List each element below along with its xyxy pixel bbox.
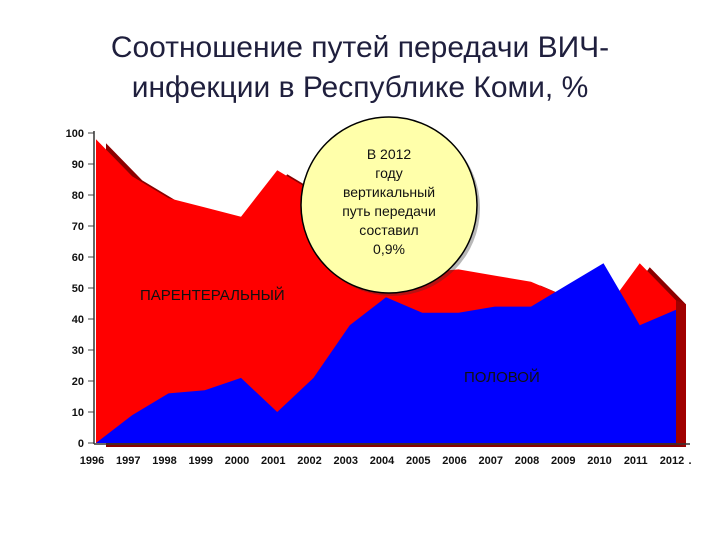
x-tick-label: 2011 bbox=[624, 455, 648, 467]
x-tick-label: 1996 bbox=[80, 455, 104, 467]
y-axis-ticks: 0 10 20 30 40 50 60 70 80 90 100 bbox=[66, 128, 94, 450]
x-tick-label: 2008 bbox=[515, 455, 539, 467]
y-tick-label: 10 bbox=[72, 407, 84, 419]
callout-line: путь передачи bbox=[342, 203, 436, 219]
x-tick-label: 2010 bbox=[587, 455, 611, 467]
chart-title-line2: инфекции в Республике Коми, % bbox=[131, 71, 589, 104]
y-tick-label: 20 bbox=[72, 376, 84, 388]
callout-line: 0,9% bbox=[373, 241, 405, 257]
y-tick-label: 70 bbox=[72, 221, 84, 233]
callout-circle bbox=[300, 116, 478, 294]
callout-line: вертикальный bbox=[343, 184, 435, 200]
series-label-sexual: ПОЛОВОЙ bbox=[464, 368, 540, 386]
series-label-parenteral: ПАРЕНТЕРАЛЬНЫЙ bbox=[140, 286, 285, 304]
axes bbox=[93, 131, 690, 445]
area-parenteral-side bbox=[676, 300, 686, 447]
x-tick-label: 2000 bbox=[225, 455, 249, 467]
x-tick-label: 2003 bbox=[334, 455, 358, 467]
x-tick-label: 2004 bbox=[370, 455, 395, 467]
y-tick-label: 30 bbox=[72, 345, 84, 357]
x-tick-label: 2009 bbox=[551, 455, 575, 467]
x-tick-label: 2006 bbox=[442, 455, 466, 467]
y-tick-label: 40 bbox=[72, 314, 84, 326]
y-tick-label: 0 bbox=[78, 438, 84, 450]
x-tick-label: 2001 bbox=[261, 455, 285, 467]
callout-line: году bbox=[375, 165, 402, 181]
chart-title: Соотношение путей передачи ВИЧ- инфекции… bbox=[40, 28, 680, 108]
x-tick-label: 1999 bbox=[189, 455, 213, 467]
annotation-callout: В 2012 году вертикальный путь передачи соста… bbox=[300, 116, 480, 296]
y-tick-label: 90 bbox=[72, 159, 84, 171]
callout-line: В 2012 bbox=[367, 146, 412, 162]
x-axis-ticks: 1996 1997 1998 1999 2000 2001 2002 2003 2004 2005… bbox=[80, 455, 692, 467]
x-tick-label: 1998 bbox=[152, 455, 176, 467]
area-sexual bbox=[96, 263, 676, 443]
callout-line: составил bbox=[359, 222, 418, 238]
y-tick-label: 60 bbox=[72, 252, 84, 264]
y-tick-label: 50 bbox=[72, 283, 84, 295]
x-tick-label: 2007 bbox=[479, 455, 503, 467]
chart-title-line1: Соотношение путей передачи ВИЧ- bbox=[110, 31, 610, 64]
y-tick-label: 100 bbox=[66, 128, 84, 140]
x-tick-trailing: . bbox=[688, 455, 691, 467]
x-tick-label: 2002 bbox=[297, 455, 321, 467]
x-tick-label: 2012 bbox=[660, 455, 684, 467]
y-tick-label: 80 bbox=[72, 190, 84, 202]
x-tick-label: 1997 bbox=[116, 455, 140, 467]
x-tick-label: 2005 bbox=[406, 455, 430, 467]
series-labels: ПАРЕНТЕРАЛЬНЫЙ ПОЛОВОЙ bbox=[140, 286, 540, 386]
